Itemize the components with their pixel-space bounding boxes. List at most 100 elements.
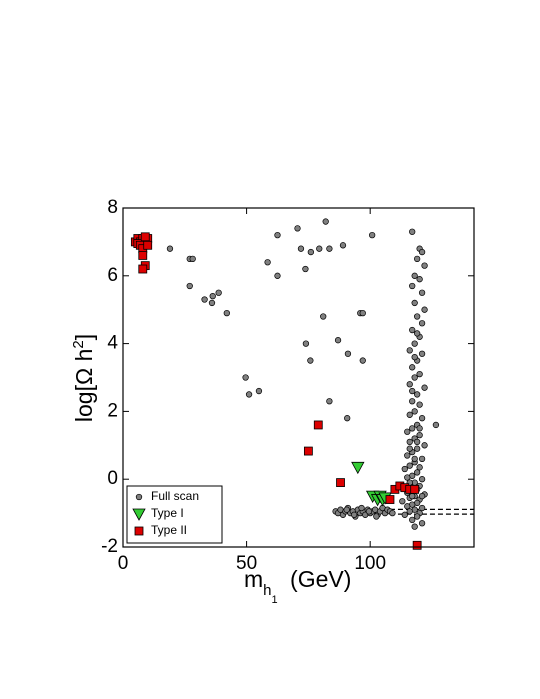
point	[166, 245, 174, 252]
point	[418, 455, 426, 463]
point	[409, 387, 416, 395]
point	[406, 411, 413, 418]
point	[404, 428, 411, 435]
x-tick-label: 0	[118, 553, 129, 574]
x-tick-label: 50	[236, 553, 257, 574]
point	[416, 464, 423, 471]
point	[413, 313, 421, 320]
x-label-sub: h	[263, 582, 271, 599]
point	[411, 354, 418, 361]
point	[416, 425, 423, 432]
point	[416, 401, 423, 408]
x-axis-label: mh1 (GeV)	[244, 566, 351, 606]
point	[418, 476, 426, 483]
point	[404, 452, 411, 459]
point	[418, 289, 426, 296]
point	[406, 381, 413, 388]
point	[409, 364, 416, 371]
y-label-base: log[Ω h	[71, 349, 97, 422]
point	[411, 523, 418, 530]
point	[316, 245, 323, 252]
x-tick-label: 100	[354, 553, 386, 574]
point	[432, 421, 440, 429]
point	[334, 337, 342, 344]
point	[373, 513, 380, 520]
point	[401, 465, 408, 473]
point	[404, 474, 411, 481]
point	[320, 313, 327, 320]
point	[365, 508, 373, 515]
point	[413, 330, 421, 337]
y-tick-label: 4	[107, 333, 118, 354]
point	[294, 225, 301, 232]
point	[418, 248, 426, 256]
legend-label: Full scan	[151, 489, 199, 503]
point	[409, 398, 416, 405]
point	[302, 265, 309, 273]
y-label-close: ]	[71, 334, 97, 340]
legend-label: Type I	[151, 506, 184, 520]
legend-marker	[134, 526, 144, 536]
point	[411, 299, 418, 307]
point	[421, 442, 428, 449]
axes-frame	[122, 207, 475, 548]
point	[215, 289, 222, 296]
point	[339, 242, 347, 249]
point	[413, 513, 421, 520]
legend-marker	[132, 508, 146, 521]
point	[409, 228, 416, 235]
point	[409, 516, 416, 524]
point	[223, 309, 230, 317]
point	[350, 511, 358, 518]
point	[343, 506, 350, 513]
y-tick-label: 2	[107, 400, 118, 421]
point	[411, 408, 418, 415]
point	[274, 231, 281, 239]
point	[336, 478, 345, 487]
point	[418, 504, 426, 512]
legend: Full scan Type I Type II	[126, 485, 223, 544]
point	[418, 520, 426, 527]
point	[411, 272, 418, 279]
point	[359, 309, 366, 317]
point	[344, 350, 352, 357]
point	[418, 415, 426, 422]
series	[166, 218, 440, 530]
point	[322, 218, 329, 225]
point	[418, 320, 426, 327]
x-label-base: m	[244, 566, 263, 592]
y-tick-label: 6	[107, 265, 118, 286]
point	[421, 306, 428, 313]
y-tick-label: -2	[101, 536, 118, 557]
point	[358, 504, 365, 512]
point	[416, 431, 423, 439]
point	[307, 357, 314, 364]
point	[406, 347, 413, 354]
legend-label: Type II	[151, 523, 187, 537]
point	[411, 340, 418, 347]
point	[412, 540, 422, 550]
point	[302, 340, 310, 347]
plot-area	[130, 218, 474, 550]
point	[264, 259, 271, 266]
point	[255, 387, 263, 395]
point	[401, 511, 408, 518]
point	[418, 493, 426, 500]
point	[413, 469, 421, 476]
point	[409, 326, 416, 334]
point	[418, 350, 426, 357]
point	[351, 461, 365, 475]
point	[186, 282, 193, 290]
point	[138, 264, 148, 274]
y-tick-label: 8	[107, 197, 118, 218]
point	[344, 415, 351, 422]
point	[245, 391, 253, 398]
point	[242, 374, 249, 381]
point	[413, 445, 421, 452]
point	[389, 509, 396, 517]
point	[138, 251, 148, 260]
point	[406, 445, 413, 452]
legend-marker	[135, 493, 143, 501]
